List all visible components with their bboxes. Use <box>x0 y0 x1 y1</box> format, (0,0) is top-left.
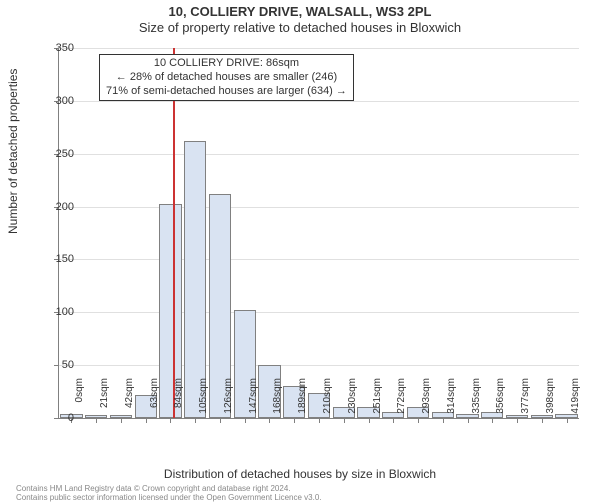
xtick-label: 335sqm <box>471 378 482 414</box>
xtick-label: 210sqm <box>322 378 333 414</box>
xtick-label: 168sqm <box>272 378 283 414</box>
xtick-label: 230sqm <box>347 378 358 414</box>
xtick-mark <box>269 418 270 423</box>
gridline <box>59 154 579 155</box>
xtick-label: 126sqm <box>223 378 234 414</box>
gridline <box>59 48 579 49</box>
xtick-mark <box>121 418 122 423</box>
xtick-mark <box>294 418 295 423</box>
xtick-mark <box>418 418 419 423</box>
xtick-mark <box>220 418 221 423</box>
xtick-label: 189sqm <box>297 378 308 414</box>
xtick-label: 251sqm <box>372 378 383 414</box>
xtick-label: 63sqm <box>149 378 160 408</box>
ytick-label: 300 <box>44 95 74 107</box>
annotation-line2: ← 28% of detached houses are smaller (24… <box>106 71 347 85</box>
xtick-mark <box>245 418 246 423</box>
ytick-label: 100 <box>44 306 74 318</box>
xtick-label: 356sqm <box>495 378 506 414</box>
xtick-mark <box>517 418 518 423</box>
xtick-mark <box>170 418 171 423</box>
ytick-label: 250 <box>44 148 74 160</box>
ytick-label: 150 <box>44 253 74 265</box>
xtick-mark <box>146 418 147 423</box>
xtick-label: 293sqm <box>421 378 432 414</box>
ytick-label: 200 <box>44 201 74 213</box>
xtick-label: 398sqm <box>545 378 556 414</box>
footer-line1: Contains HM Land Registry data © Crown c… <box>16 484 322 493</box>
xtick-label: 377sqm <box>520 378 531 414</box>
xtick-mark <box>344 418 345 423</box>
footer-attribution: Contains HM Land Registry data © Crown c… <box>16 484 322 502</box>
xtick-mark <box>443 418 444 423</box>
xtick-mark <box>393 418 394 423</box>
gridline <box>59 365 579 366</box>
chart-title: 10, COLLIERY DRIVE, WALSALL, WS3 2PL <box>0 4 600 19</box>
footer-line2: Contains public sector information licen… <box>16 493 322 502</box>
y-axis-label: Number of detached properties <box>6 69 20 234</box>
ytick-label: 50 <box>44 359 74 371</box>
histogram-bar <box>184 141 206 418</box>
xtick-mark <box>567 418 568 423</box>
chart-plot-area: 10 COLLIERY DRIVE: 86sqm← 28% of detache… <box>58 48 579 419</box>
xtick-label: 105sqm <box>198 378 209 414</box>
xtick-label: 419sqm <box>570 378 581 414</box>
gridline <box>59 207 579 208</box>
xtick-label: 84sqm <box>173 378 184 408</box>
xtick-label: 21sqm <box>99 378 110 408</box>
xtick-label: 42sqm <box>124 378 135 408</box>
xtick-label: 0sqm <box>74 378 85 402</box>
chart-subtitle: Size of property relative to detached ho… <box>0 20 600 35</box>
xtick-label: 147sqm <box>248 378 259 414</box>
annotation-box: 10 COLLIERY DRIVE: 86sqm← 28% of detache… <box>99 54 354 101</box>
xtick-label: 314sqm <box>446 378 457 414</box>
ytick-label: 0 <box>44 412 74 424</box>
property-marker-line <box>173 48 175 418</box>
annotation-line1: 10 COLLIERY DRIVE: 86sqm <box>106 57 347 71</box>
x-axis-label: Distribution of detached houses by size … <box>0 467 600 481</box>
xtick-mark <box>96 418 97 423</box>
xtick-mark <box>468 418 469 423</box>
xtick-label: 272sqm <box>396 378 407 414</box>
ytick-label: 350 <box>44 42 74 54</box>
xtick-mark <box>542 418 543 423</box>
annotation-line3: 71% of semi-detached houses are larger (… <box>106 85 347 99</box>
xtick-mark <box>195 418 196 423</box>
gridline <box>59 312 579 313</box>
gridline <box>59 259 579 260</box>
xtick-mark <box>369 418 370 423</box>
xtick-mark <box>319 418 320 423</box>
xtick-mark <box>492 418 493 423</box>
